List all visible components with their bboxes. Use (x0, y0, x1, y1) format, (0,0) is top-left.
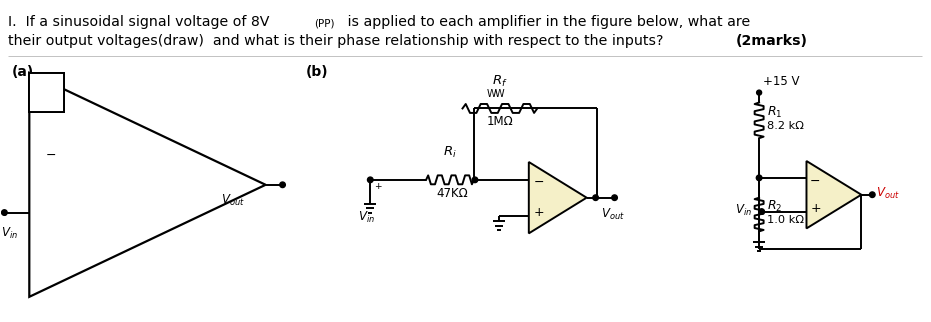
Circle shape (759, 209, 764, 214)
Text: I.  If a sinusoidal signal voltage of 8V: I. If a sinusoidal signal voltage of 8V (8, 15, 270, 29)
Text: $R_f$: $R_f$ (492, 73, 507, 89)
Text: (a): (a) (11, 65, 34, 79)
Text: $\mathit{V_{out}}$: $\mathit{V_{out}}$ (876, 186, 900, 201)
Text: $V_{in}$: $V_{in}$ (735, 203, 751, 218)
Text: −: − (810, 175, 821, 188)
Text: −: − (46, 148, 57, 162)
Circle shape (870, 192, 875, 197)
Bar (29, 73, 64, 112)
Circle shape (279, 182, 285, 188)
Text: +15 V: +15 V (763, 75, 800, 88)
Polygon shape (529, 162, 587, 233)
Polygon shape (806, 161, 861, 228)
Circle shape (2, 210, 7, 215)
Text: (b): (b) (305, 65, 328, 79)
Text: is applied to each amplifier in the figure below, what are: is applied to each amplifier in the figu… (344, 15, 750, 29)
Circle shape (757, 90, 762, 95)
Text: $V_{out}$: $V_{out}$ (600, 207, 625, 222)
Text: (2marks): (2marks) (736, 34, 808, 48)
Text: $R_2$: $R_2$ (767, 199, 782, 214)
Text: $R_1$: $R_1$ (767, 105, 783, 120)
Text: 8.2 kΩ: 8.2 kΩ (767, 121, 804, 131)
Text: +: + (810, 202, 821, 215)
Circle shape (756, 175, 762, 181)
Text: (PP): (PP) (315, 18, 335, 28)
Circle shape (612, 195, 617, 201)
Text: +: + (533, 206, 544, 220)
Text: 47KΩ: 47KΩ (436, 187, 468, 200)
Text: $V_{out}$: $V_{out}$ (221, 193, 245, 208)
Text: −: − (533, 176, 544, 189)
Text: $V_{in}$: $V_{in}$ (1, 225, 19, 241)
Text: $\mathsf{W\!W}$: $\mathsf{W\!W}$ (486, 87, 506, 99)
Text: +: + (374, 182, 382, 191)
Text: 1MΩ: 1MΩ (487, 115, 513, 128)
Text: 1.0 kΩ: 1.0 kΩ (767, 215, 804, 225)
Bar (29, 73, 64, 112)
Text: $V_{in}$: $V_{in}$ (358, 210, 375, 225)
Text: $R_i$: $R_i$ (443, 145, 457, 160)
Circle shape (593, 195, 599, 201)
Circle shape (368, 177, 373, 183)
Text: +: + (1, 209, 9, 218)
Polygon shape (29, 73, 265, 297)
Circle shape (472, 177, 478, 183)
Text: their output voltages(draw)  and what is their phase relationship with respect t: their output voltages(draw) and what is … (8, 34, 664, 48)
